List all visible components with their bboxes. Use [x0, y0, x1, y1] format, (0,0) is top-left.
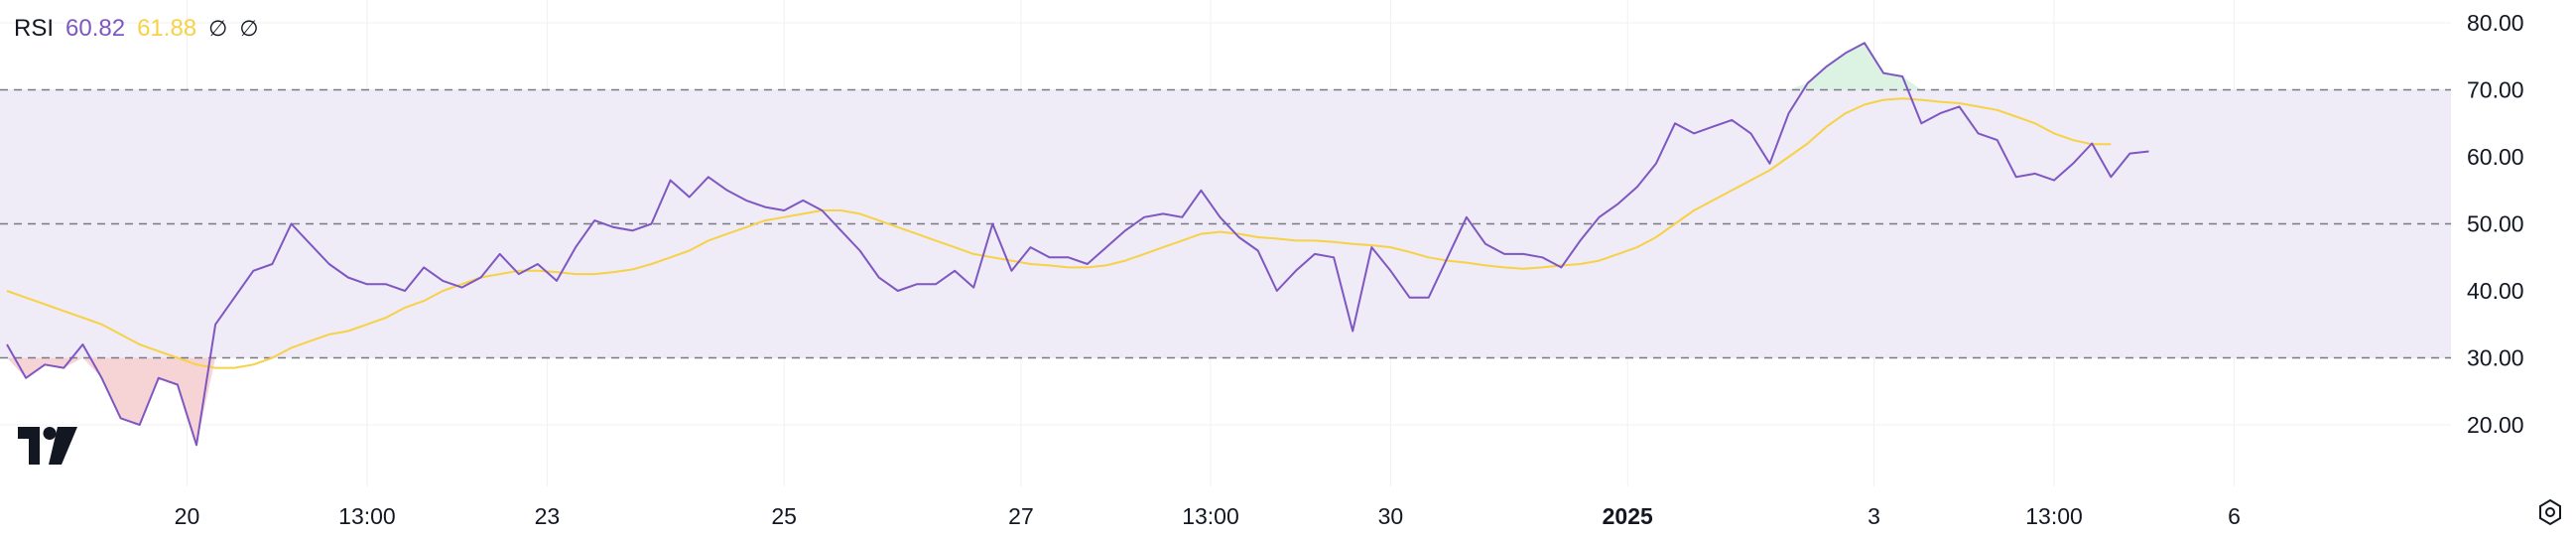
rsi-ma-line [6, 97, 2112, 369]
null-value-icon: ∅ [208, 16, 228, 41]
y-tick-label: 40.00 [2467, 278, 2524, 304]
x-tick-label: 13:00 [1182, 503, 1239, 529]
x-tick-label: 30 [1378, 503, 1404, 529]
y-tick-label: 50.00 [2467, 211, 2524, 237]
x-tick-label: 27 [1008, 503, 1034, 529]
rsi-line [6, 42, 2149, 447]
y-tick-label: 60.00 [2467, 144, 2524, 170]
x-tick-label: 6 [2228, 503, 2241, 529]
x-tick-label: 13:00 [2025, 503, 2083, 529]
ma-value: 61.88 [137, 15, 197, 42]
indicator-legend: RSI 60.82 61.88 ∅ ∅ [14, 12, 258, 46]
x-tick-label: 2025 [1603, 503, 1653, 529]
tradingview-logo-icon[interactable] [18, 427, 81, 465]
x-tick-label: 20 [175, 503, 200, 529]
y-tick-label: 20.00 [2467, 412, 2524, 438]
oversold-fill [7, 357, 2149, 446]
x-tick-label: 25 [771, 503, 797, 529]
x-tick-label: 23 [535, 503, 561, 529]
x-tick-label: 3 [1868, 503, 1880, 529]
null-value-icon: ∅ [239, 16, 259, 41]
x-tick-label: 13:00 [338, 503, 396, 529]
y-tick-label: 80.00 [2467, 10, 2524, 36]
rsi-value: 60.82 [65, 15, 126, 42]
settings-icon[interactable] [2536, 498, 2564, 526]
y-tick-label: 70.00 [2467, 77, 2524, 103]
y-tick-label: 30.00 [2467, 345, 2524, 371]
indicator-name[interactable]: RSI [14, 15, 55, 42]
